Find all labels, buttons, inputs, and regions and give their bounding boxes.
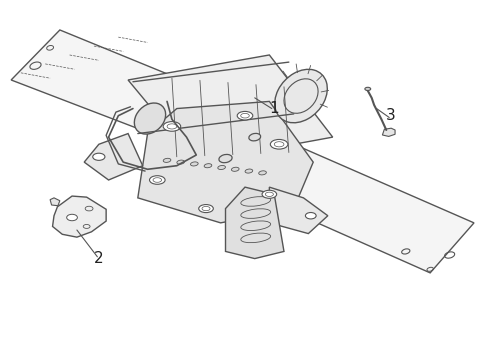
- Ellipse shape: [237, 111, 253, 120]
- Ellipse shape: [249, 134, 261, 141]
- Ellipse shape: [163, 158, 171, 162]
- Polygon shape: [84, 134, 143, 180]
- Ellipse shape: [365, 87, 371, 90]
- Ellipse shape: [218, 166, 225, 170]
- Polygon shape: [52, 196, 106, 237]
- Ellipse shape: [219, 154, 232, 163]
- Polygon shape: [220, 134, 474, 273]
- Ellipse shape: [177, 160, 185, 164]
- Ellipse shape: [93, 153, 105, 160]
- Ellipse shape: [231, 167, 239, 171]
- Ellipse shape: [67, 214, 77, 221]
- Ellipse shape: [191, 162, 198, 166]
- Ellipse shape: [270, 139, 288, 149]
- Polygon shape: [138, 102, 313, 223]
- Text: 1: 1: [270, 101, 279, 116]
- Ellipse shape: [259, 171, 267, 175]
- Ellipse shape: [199, 204, 213, 213]
- Polygon shape: [225, 187, 284, 258]
- Polygon shape: [382, 128, 395, 136]
- Ellipse shape: [245, 169, 253, 173]
- Polygon shape: [11, 30, 270, 162]
- Polygon shape: [50, 198, 60, 206]
- Text: 3: 3: [386, 108, 396, 123]
- Polygon shape: [270, 187, 328, 234]
- Ellipse shape: [163, 122, 181, 131]
- Ellipse shape: [275, 69, 327, 123]
- Ellipse shape: [262, 190, 277, 198]
- Ellipse shape: [204, 164, 212, 168]
- Polygon shape: [128, 55, 333, 162]
- Ellipse shape: [134, 103, 166, 134]
- Ellipse shape: [149, 176, 165, 184]
- Text: 2: 2: [94, 251, 104, 266]
- Ellipse shape: [305, 212, 316, 219]
